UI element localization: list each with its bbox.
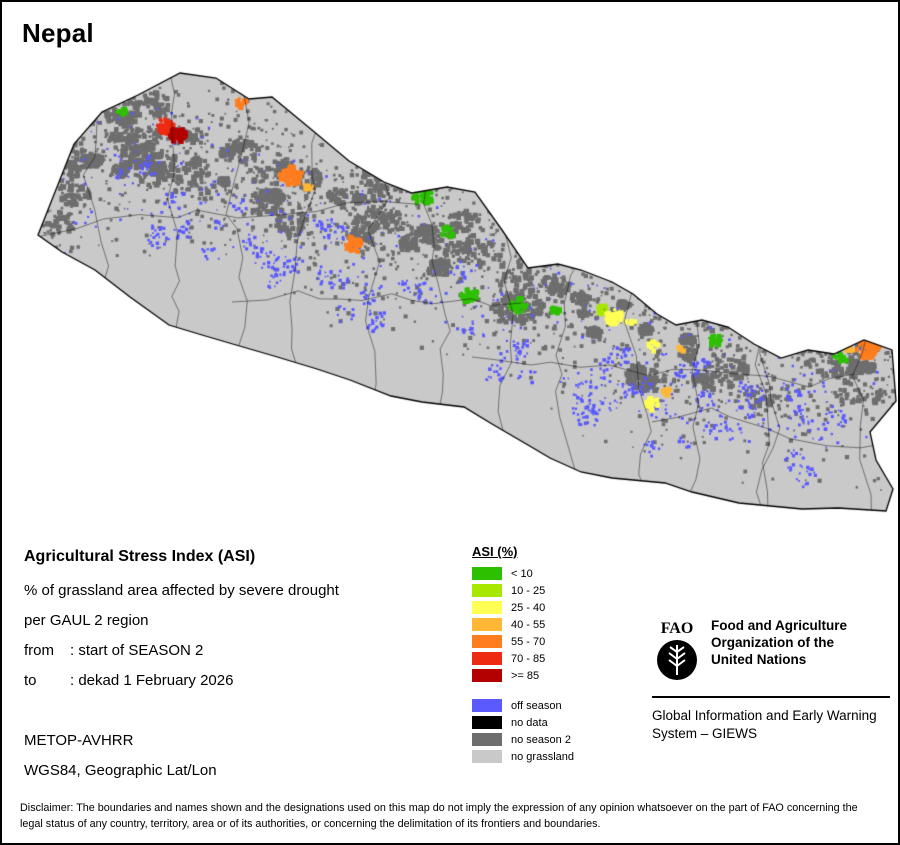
legend-label: no data [511,716,548,729]
gaul-region-line: per GAUL 2 region [24,612,149,629]
asi-legend: ASI (%) < 10 10 - 25 25 - 40 40 - 55 55 - 70… [472,544,574,767]
sensor-info-block: METOP-AVHRR WGS84, Geographic Lat/Lon [24,732,217,792]
legend-label: no season 2 [511,733,571,746]
legend-row: 55 - 70 [472,635,574,648]
legend-label: 70 - 85 [511,652,546,665]
legend-title: ASI (%) [472,544,518,559]
legend-swatch [472,567,502,580]
legend-label: >= 85 [511,669,540,682]
legend-label: no grassland [511,750,574,763]
legend-row: no data [472,716,574,729]
to-label: to [24,672,37,689]
legend-swatch [472,601,502,614]
fao-header: FAO Food and Agriculture Organization of… [652,618,892,684]
other-class-list: off season no data no season 2 no grassland [472,699,574,763]
period-from-line: from : start of SEASON 2 [24,642,339,659]
asi-class-list: < 10 10 - 25 25 - 40 40 - 55 55 - 70 70 - 85 >… [472,567,574,682]
legend-row: 70 - 85 [472,652,574,665]
from-value: : start of SEASON 2 [70,642,204,659]
legend-label: 10 - 25 [511,584,546,597]
legend-swatch [472,669,502,682]
period-to-line: to : dekad 1 February 2026 [24,672,339,689]
legend-row: no season 2 [472,733,574,746]
legend-row: >= 85 [472,669,574,682]
projection-info: WGS84, Geographic Lat/Lon [24,762,217,779]
legend-row: < 10 [472,567,574,580]
legend-swatch [472,699,502,712]
legend-swatch [472,716,502,729]
fao-divider [652,696,890,698]
from-label: from [24,642,54,659]
page-title: Nepal [22,18,94,48]
asi-heading: Agricultural Stress Index (ASI) [24,548,256,565]
disclaimer-text: Disclaimer: The boundaries and names sho… [20,802,858,830]
svg-text:FAO: FAO [661,620,694,637]
legend-swatch [472,635,502,648]
legend-label: < 10 [511,567,533,580]
fao-block: FAO Food and Agriculture Organization of… [652,618,892,742]
asi-description: % of grassland area affected by severe d… [24,582,339,599]
legend-swatch [472,584,502,597]
fao-org-name: Food and Agriculture Organization of the… [711,618,847,667]
legend-swatch [472,750,502,763]
giews-label: Global Information and Early Warning Sys… [652,708,877,741]
to-value: : dekad 1 February 2026 [70,672,234,689]
legend-swatch [472,733,502,746]
sensor-name: METOP-AVHRR [24,732,134,749]
legend-swatch [472,618,502,631]
legend-row: 40 - 55 [472,618,574,631]
legend-row: 25 - 40 [472,601,574,614]
legend-label: 40 - 55 [511,618,546,631]
legend-group-gap [472,686,574,699]
legend-row: off season [472,699,574,712]
legend-row: 10 - 25 [472,584,574,597]
fao-logo-icon: FAO [657,620,697,680]
map-info-block: Agricultural Stress Index (ASI) % of gra… [24,548,339,702]
legend-swatch [472,652,502,665]
legend-label: 55 - 70 [511,635,546,648]
legend-label: 25 - 40 [511,601,546,614]
legend-label: off season [511,699,562,712]
legend-row: no grassland [472,750,574,763]
